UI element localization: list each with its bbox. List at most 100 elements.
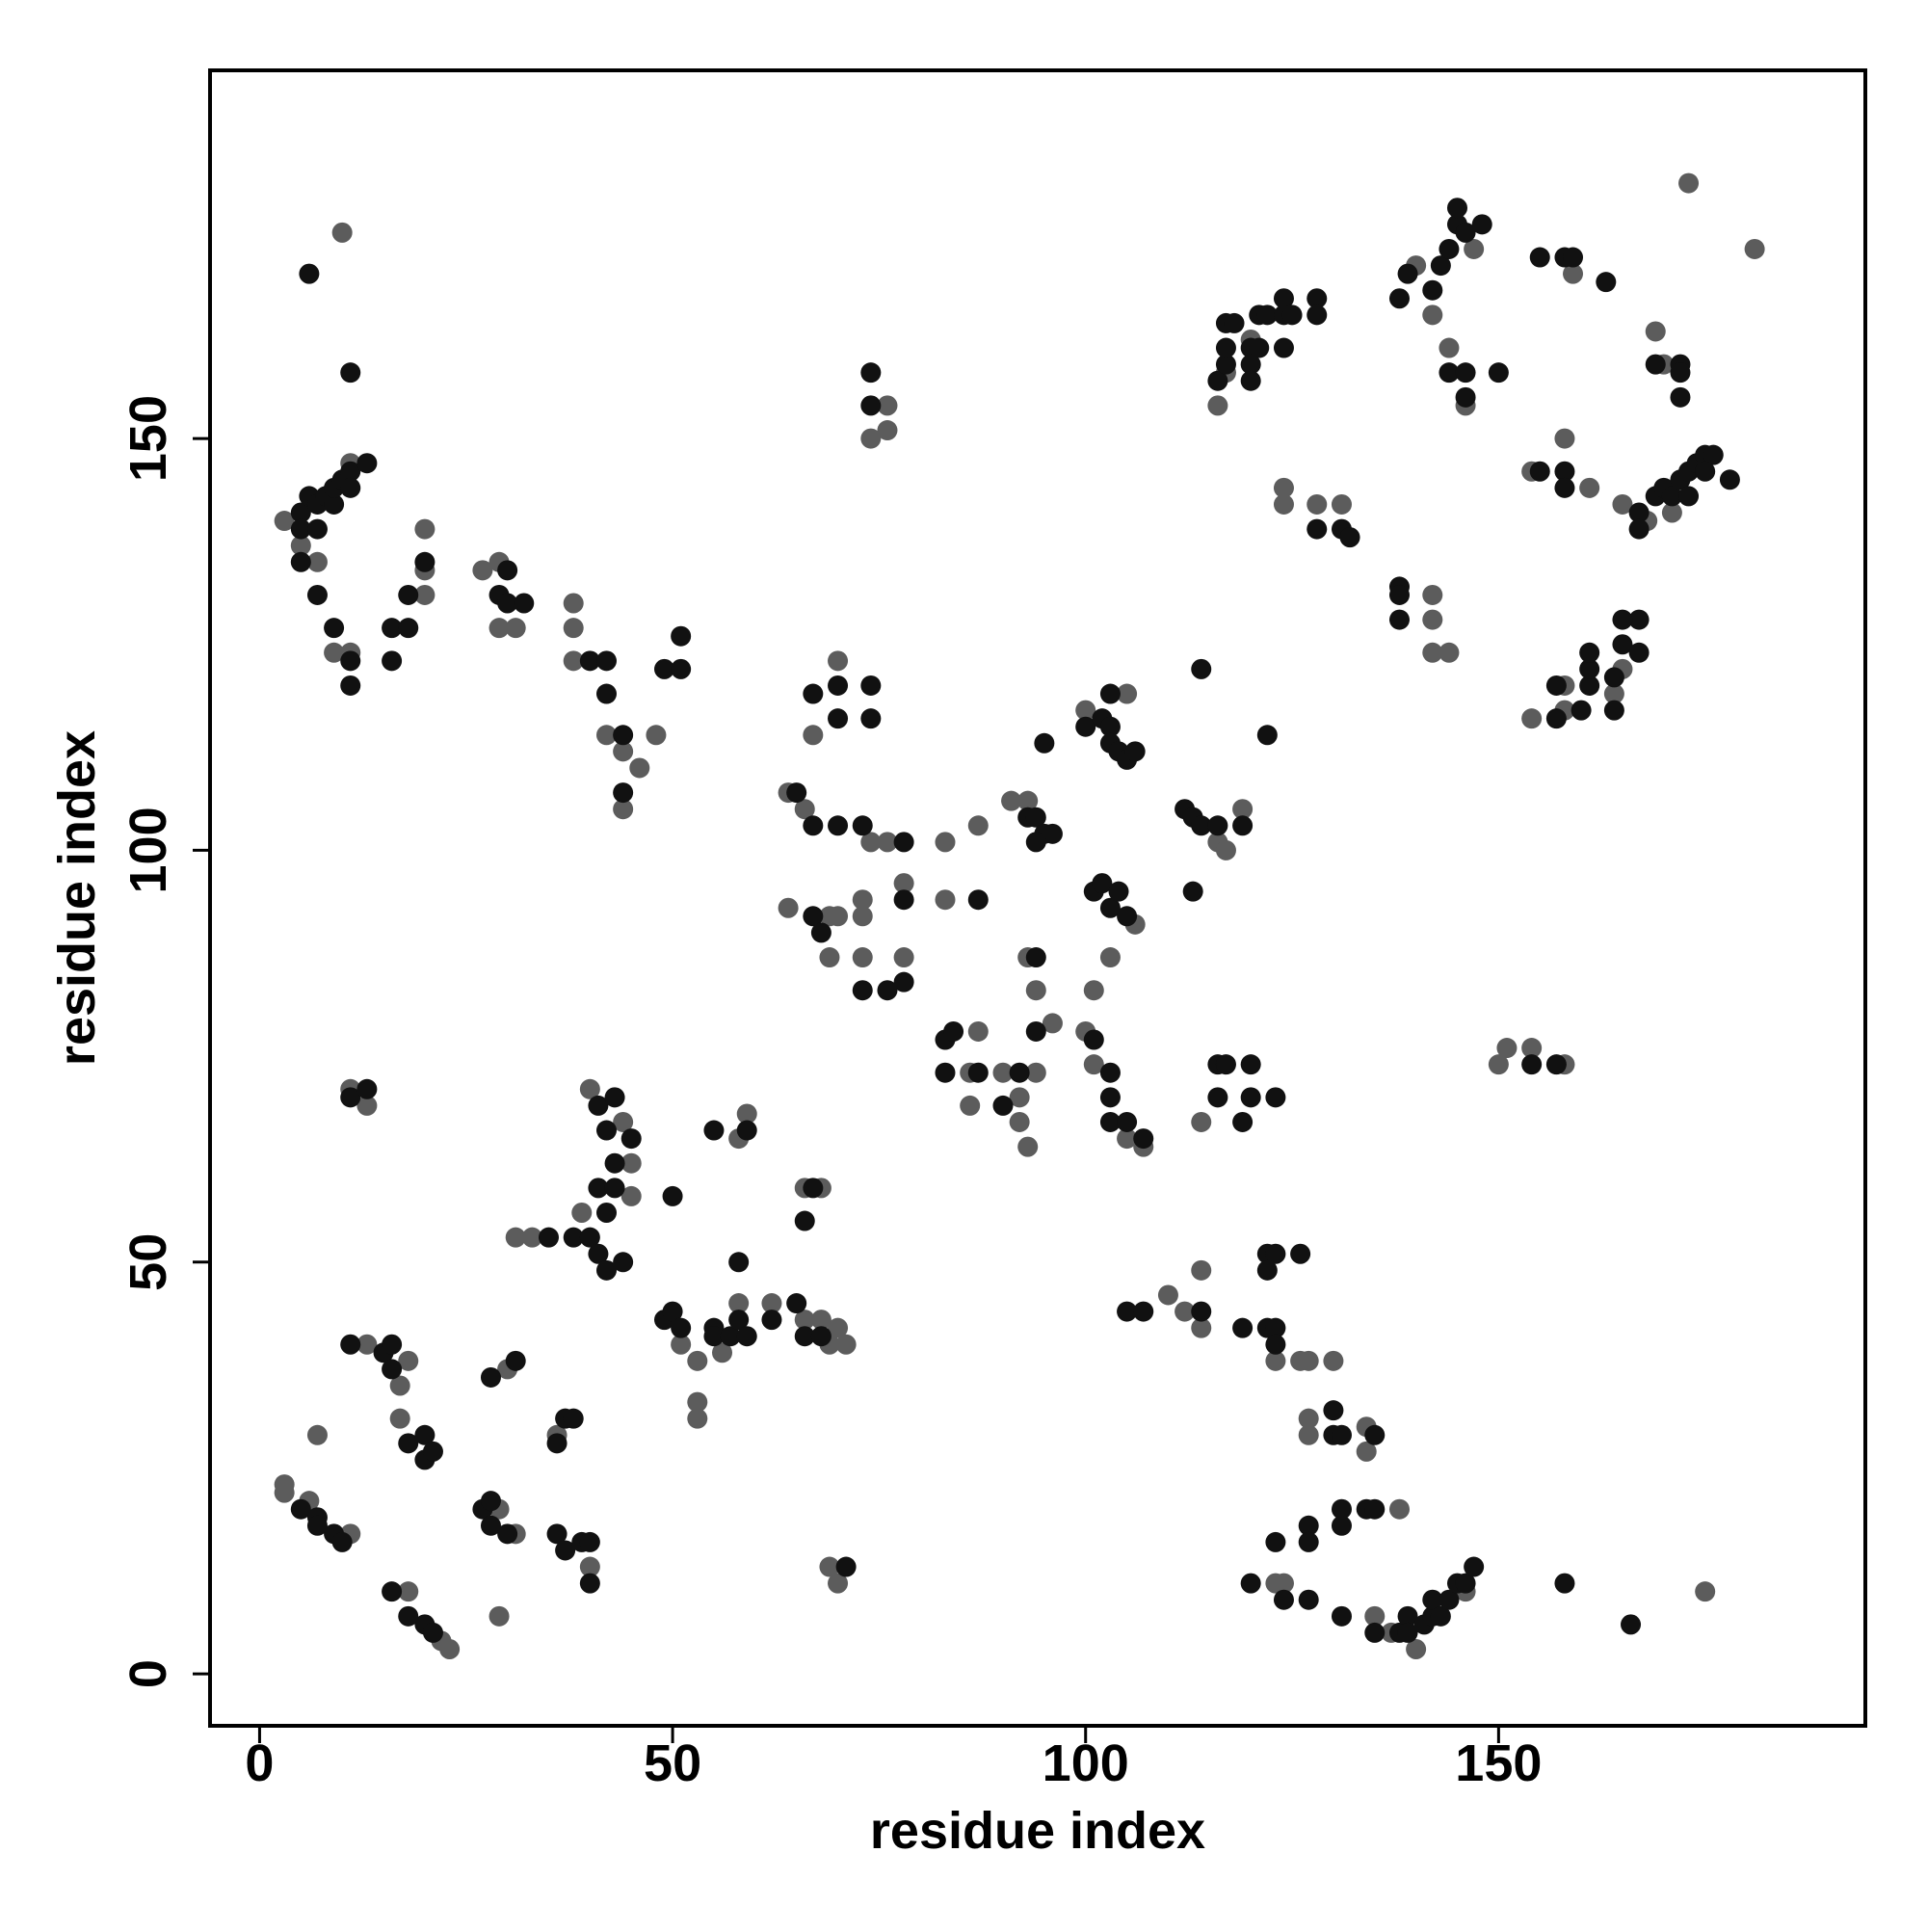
point [736,1120,757,1141]
point [893,873,914,894]
point [579,1556,600,1577]
point [290,1498,311,1520]
point [1554,461,1575,482]
plot-frame [208,68,1867,1728]
point [1455,222,1476,243]
point [1117,1128,1138,1150]
point [1554,428,1575,449]
point [1397,1605,1418,1627]
point [546,1523,568,1545]
point [620,1128,642,1150]
point [835,1334,857,1355]
point [521,1227,542,1248]
point [1207,370,1228,391]
point [671,658,692,679]
point [1298,1589,1319,1610]
y-tick-label: 100 [119,807,177,893]
point [1017,790,1039,811]
point [422,1622,443,1643]
y-tick-label: 0 [119,1659,177,1688]
point [290,518,311,540]
point [1191,1317,1212,1338]
point [1455,362,1476,384]
point [1455,1573,1476,1594]
point [877,980,898,1001]
point [1406,1639,1427,1660]
point [1603,667,1624,688]
point [1397,1622,1418,1643]
point [480,1366,501,1388]
point [852,906,873,927]
point [1256,725,1278,746]
point [761,1310,782,1331]
point [1191,815,1212,836]
point [877,420,898,441]
point [1455,386,1476,408]
point [828,815,849,836]
point [810,922,832,943]
point [1579,675,1600,696]
point [1603,683,1624,704]
point [1025,980,1046,1001]
point [728,1310,750,1331]
x-tick-label: 100 [1043,1734,1129,1792]
point [860,708,882,729]
point [613,741,634,762]
point [340,1334,361,1355]
point [1025,832,1046,853]
point [1521,1038,1543,1059]
point [340,650,361,672]
point [803,1178,824,1199]
point [1579,642,1600,663]
point [1521,708,1543,729]
point [588,1243,609,1264]
point [960,1095,981,1116]
point [1563,263,1584,284]
point [736,1103,757,1125]
point [819,947,840,968]
point [935,1062,956,1083]
point [1099,1087,1121,1108]
point [992,1095,1014,1116]
point [1191,1301,1212,1322]
point [480,1515,501,1536]
point [761,1293,782,1314]
point [306,1424,328,1445]
point [414,1424,436,1445]
point [422,1441,443,1462]
point [563,650,584,672]
point [1099,897,1121,918]
point [687,1391,708,1413]
point [877,832,898,853]
point [290,535,311,556]
point [860,428,882,449]
point [290,502,311,523]
point [1521,1054,1543,1075]
point [1307,288,1328,309]
point [1488,1054,1509,1075]
point [398,1433,419,1454]
point [1273,477,1294,498]
point [1240,1573,1261,1594]
point [595,650,617,672]
point [1422,304,1443,326]
point [1083,1054,1104,1075]
point [579,1078,600,1099]
point [1099,947,1121,968]
point [505,1350,526,1371]
point [860,675,882,696]
point [1025,1020,1046,1042]
point [1439,1589,1460,1610]
point [331,1531,353,1552]
point [579,650,600,672]
point [414,584,436,605]
point [803,815,824,836]
point [1323,1350,1344,1371]
point [1083,980,1104,1001]
point [1265,1087,1286,1108]
point [835,1556,857,1577]
point [1603,700,1624,721]
point [687,1350,708,1371]
point [671,625,692,647]
